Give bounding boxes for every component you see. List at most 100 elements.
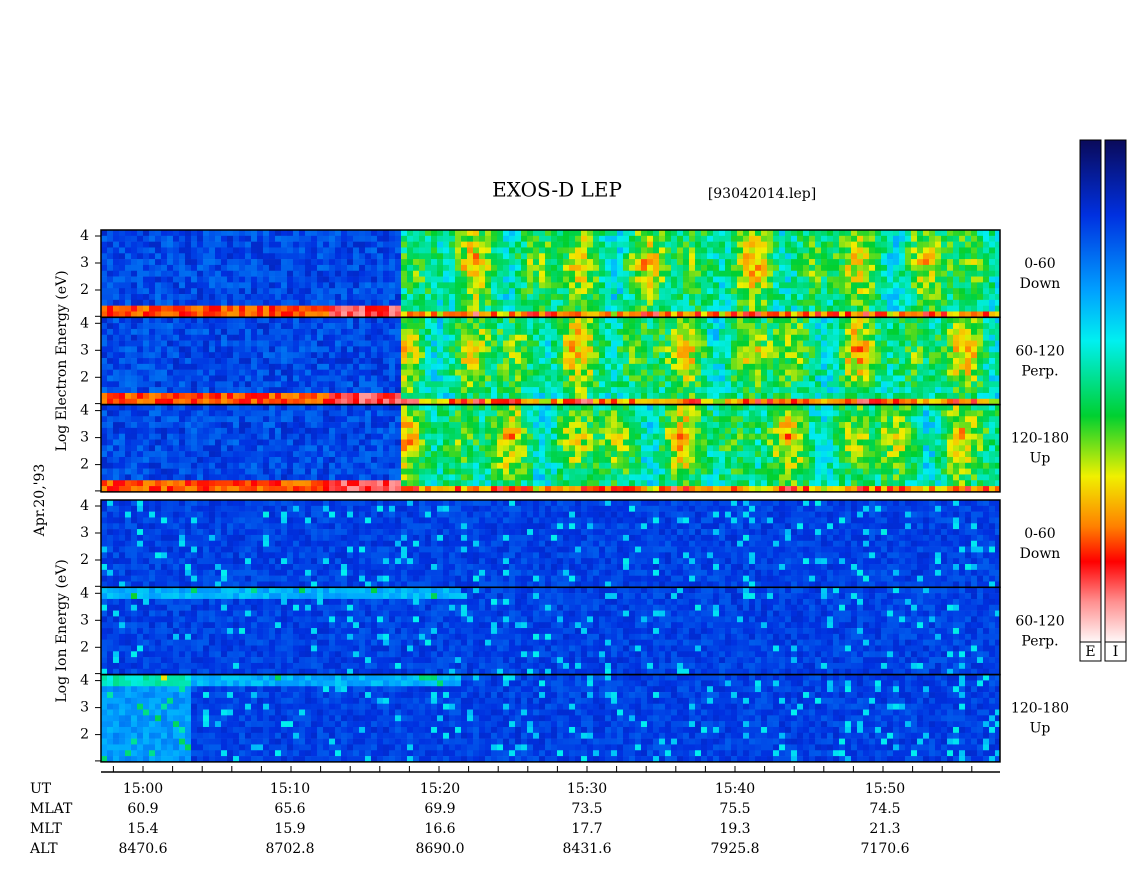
spectrogram-cell — [107, 416, 113, 423]
spectrogram-cell — [803, 398, 809, 405]
spectrogram-cell — [335, 230, 341, 237]
spectrogram-cell — [137, 433, 143, 440]
spectrogram-cell — [299, 328, 305, 336]
spectrogram-cell — [137, 352, 143, 359]
spectrogram-cell — [125, 486, 131, 493]
spectrogram-cell — [629, 317, 635, 324]
spectrogram-cell — [125, 264, 131, 272]
spectrogram-cell — [191, 276, 197, 283]
spectrogram-cell — [167, 334, 173, 341]
spectrogram-cell — [515, 363, 521, 370]
spectrogram-cell — [365, 294, 371, 301]
spectrogram-cell — [191, 230, 197, 237]
spectrogram-cell — [389, 346, 395, 353]
spectrogram-cell — [689, 340, 695, 347]
spectrogram-cell — [227, 253, 233, 260]
spectrogram-cell — [197, 340, 203, 347]
spectrogram-cell — [227, 486, 233, 493]
spectrogram-cell — [929, 323, 935, 330]
spectrogram-cell — [641, 352, 647, 359]
spectrogram-cell — [839, 317, 845, 324]
spectrogram-cell — [119, 323, 125, 330]
spectrogram-cell — [437, 387, 443, 394]
spectrogram-cell — [251, 294, 257, 301]
spectrogram-cell — [257, 241, 263, 248]
spectrogram-cell — [797, 323, 803, 330]
spectrogram-cell — [377, 317, 383, 324]
spectrogram-cell — [815, 317, 821, 324]
spectrogram-cell — [737, 305, 743, 312]
spectrogram-cell — [509, 358, 515, 365]
spectrogram-cell — [785, 358, 791, 365]
spectrogram-cell — [311, 375, 317, 382]
spectrogram-cell — [809, 299, 815, 306]
spectrogram-cell — [491, 352, 497, 359]
spectrogram-cell — [983, 363, 989, 370]
spectrogram-cell — [593, 241, 599, 248]
spectrogram-cell — [737, 352, 743, 359]
spectrogram-cell — [383, 294, 389, 301]
spectrogram-cell — [191, 451, 197, 458]
spectrogram-cell — [185, 241, 191, 248]
spectrogram-cell — [575, 323, 581, 330]
spectrogram-cell — [881, 363, 887, 370]
spectrogram-cell — [953, 346, 959, 353]
spectrogram-cell — [683, 346, 689, 353]
spectrogram-cell — [941, 346, 947, 353]
spectrogram-cell — [467, 352, 473, 359]
spectrogram-cell — [359, 264, 365, 272]
spectrogram-cell — [713, 392, 719, 400]
spectrogram-cell — [545, 346, 551, 353]
spectrogram-cell — [197, 480, 203, 487]
spectrogram-cell — [419, 369, 425, 376]
spectrogram-cell — [971, 311, 977, 318]
spectrogram-cell — [137, 328, 143, 336]
spectrogram-cell — [245, 235, 251, 242]
spectrogram-cell — [827, 375, 833, 382]
spectrogram-cell — [377, 276, 383, 283]
spectrogram-cell — [413, 282, 419, 289]
spectrogram-cell — [227, 305, 233, 312]
spectrogram-cell — [641, 299, 647, 306]
spectrogram-cell — [707, 305, 713, 312]
spectrogram-cell — [641, 253, 647, 260]
spectrogram-cell — [803, 299, 809, 306]
spectrogram-cell — [635, 282, 641, 289]
spectrogram-cell — [293, 264, 299, 272]
spectrogram-cell — [209, 398, 215, 405]
spectrogram-cell — [221, 270, 227, 277]
spectrogram-cell — [815, 259, 821, 266]
spectrogram-cell — [905, 387, 911, 394]
spectrogram-cell — [581, 270, 587, 277]
spectrogram-cell — [821, 276, 827, 283]
spectrogram-cell — [101, 346, 107, 353]
spectrogram-cell — [299, 317, 305, 324]
spectrogram-cell — [785, 282, 791, 289]
spectrogram-cell — [635, 311, 641, 318]
spectrogram-cell — [245, 427, 251, 434]
spectrogram-cell — [377, 328, 383, 336]
spectrogram-cell — [689, 311, 695, 318]
spectrogram-cell — [401, 392, 407, 400]
spectrogram-cell — [203, 317, 209, 324]
spectrogram-cell — [305, 235, 311, 242]
spectrogram-cell — [785, 340, 791, 347]
spectrogram-cell — [887, 398, 893, 405]
spectrogram-cell — [431, 264, 437, 272]
spectrogram-cell — [923, 358, 929, 365]
spectrogram-cell — [455, 387, 461, 394]
spectrogram-cell — [455, 276, 461, 283]
spectrogram-cell — [587, 288, 593, 295]
spectrogram-cell — [377, 381, 383, 388]
spectrogram-cell — [215, 334, 221, 341]
spectrogram-cell — [311, 264, 317, 272]
spectrogram-cell — [665, 352, 671, 359]
spectrogram-cell — [587, 247, 593, 254]
spectrogram-cell — [953, 398, 959, 405]
spectrogram-cell — [989, 253, 995, 260]
spectrogram-cell — [587, 241, 593, 248]
spectrogram-cell — [839, 398, 845, 405]
spectrogram-cell — [329, 311, 335, 318]
spectrogram-cell — [917, 317, 923, 324]
spectrogram-cell — [587, 363, 593, 370]
